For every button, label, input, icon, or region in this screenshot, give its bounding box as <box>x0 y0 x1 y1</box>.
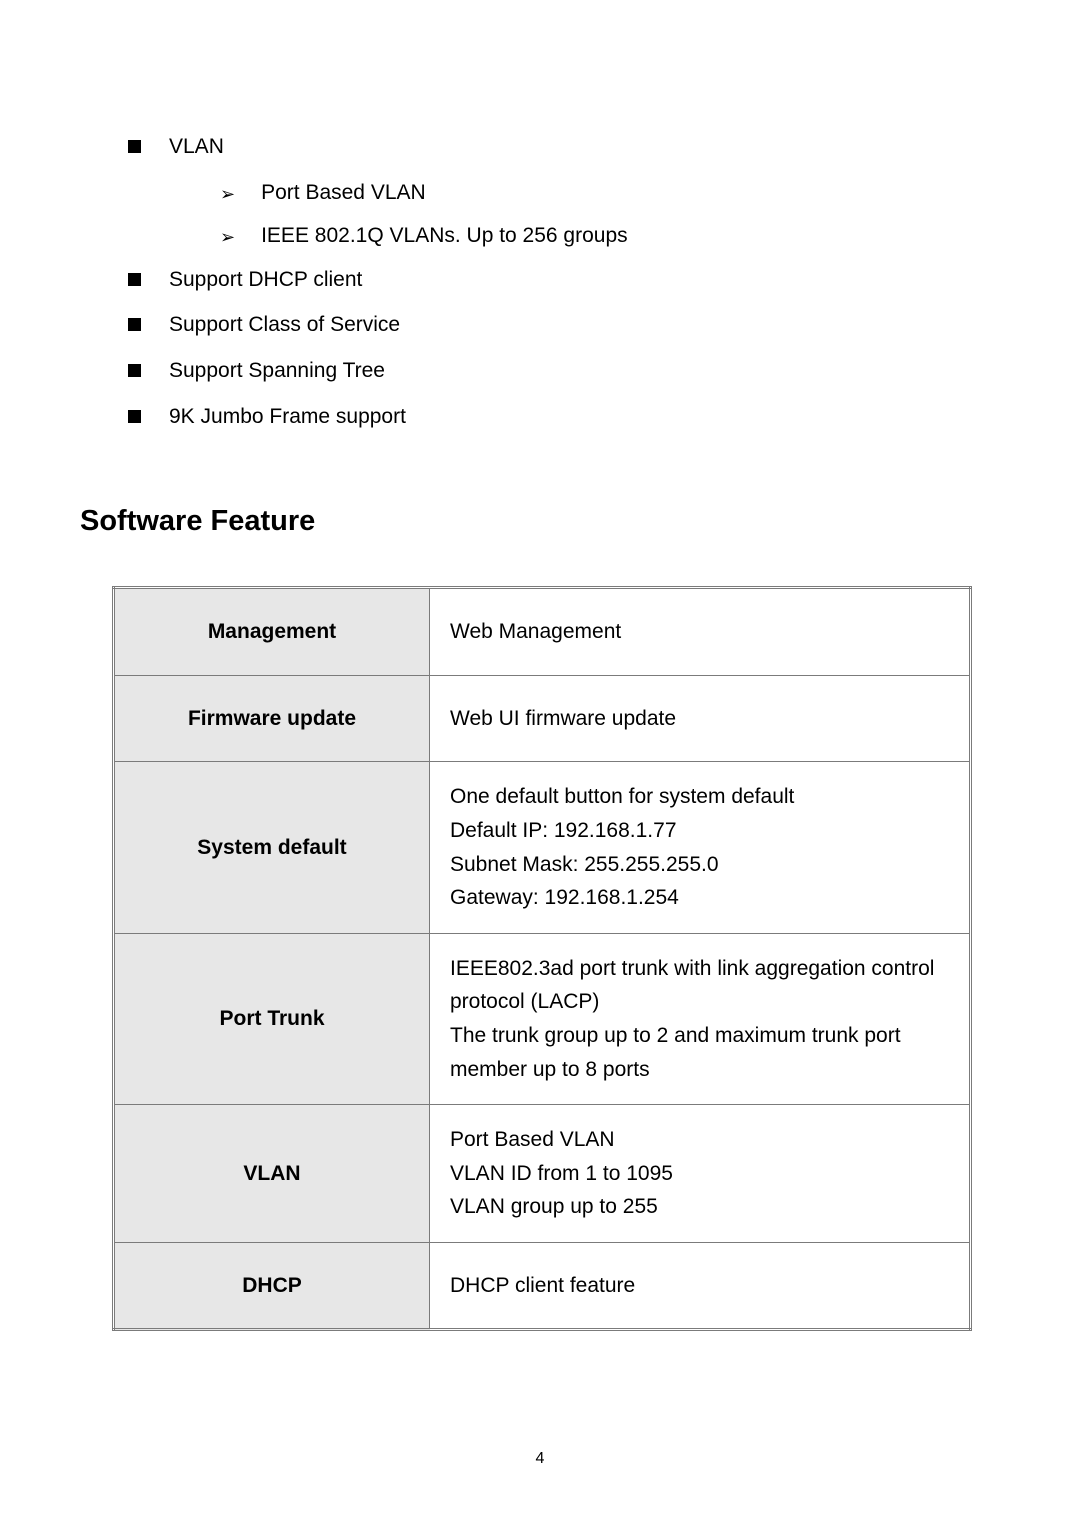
bullet-text: Support Spanning Tree <box>169 354 385 388</box>
table-label: Firmware update <box>114 675 430 762</box>
square-bullet-icon <box>128 140 141 153</box>
table-row: VLAN Port Based VLANVLAN ID from 1 to 10… <box>114 1105 971 1243</box>
table-value: IEEE802.3ad port trunk with link aggrega… <box>430 933 971 1104</box>
vlan-sublist: ➢ Port Based VLAN ➢ IEEE 802.1Q VLANs. U… <box>220 176 970 253</box>
square-bullet-icon <box>128 318 141 331</box>
table-value: DHCP client feature <box>430 1242 971 1330</box>
square-bullet-icon <box>128 273 141 286</box>
sub-item-8021q: ➢ IEEE 802.1Q VLANs. Up to 256 groups <box>220 219 970 253</box>
arrow-bullet-icon: ➢ <box>220 180 235 209</box>
bullet-list: VLAN ➢ Port Based VLAN ➢ IEEE 802.1Q VLA… <box>128 130 970 433</box>
table-value: Web UI firmware update <box>430 675 971 762</box>
page-content: VLAN ➢ Port Based VLAN ➢ IEEE 802.1Q VLA… <box>0 0 1080 1331</box>
bullet-dhcp-client: Support DHCP client <box>128 263 970 297</box>
table-value: One default button for system defaultDef… <box>430 762 971 933</box>
table-body: Management Web Management Firmware updat… <box>114 588 971 1330</box>
table-value: Port Based VLANVLAN ID from 1 to 1095VLA… <box>430 1105 971 1243</box>
sub-item-port-based: ➢ Port Based VLAN <box>220 176 970 210</box>
sub-item-text: Port Based VLAN <box>261 176 426 210</box>
software-feature-table: Management Web Management Firmware updat… <box>112 586 972 1331</box>
table-label: System default <box>114 762 430 933</box>
bullet-text: 9K Jumbo Frame support <box>169 400 406 434</box>
table-label: VLAN <box>114 1105 430 1243</box>
sub-item-text: IEEE 802.1Q VLANs. Up to 256 groups <box>261 219 628 253</box>
bullet-jumbo-frame: 9K Jumbo Frame support <box>128 400 970 434</box>
table-label: Management <box>114 588 430 676</box>
square-bullet-icon <box>128 410 141 423</box>
section-heading: Software Feature <box>80 505 970 538</box>
table-label: Port Trunk <box>114 933 430 1104</box>
bullet-spanning-tree: Support Spanning Tree <box>128 354 970 388</box>
table-row: Port Trunk IEEE802.3ad port trunk with l… <box>114 933 971 1104</box>
bullet-vlan: VLAN <box>128 130 970 164</box>
table-row: Management Web Management <box>114 588 971 676</box>
page-number: 4 <box>0 1450 1080 1468</box>
table-row: DHCP DHCP client feature <box>114 1242 971 1330</box>
table-value: Web Management <box>430 588 971 676</box>
bullet-cos: Support Class of Service <box>128 308 970 342</box>
arrow-bullet-icon: ➢ <box>220 223 235 252</box>
table-row: System default One default button for sy… <box>114 762 971 933</box>
table-label: DHCP <box>114 1242 430 1330</box>
square-bullet-icon <box>128 364 141 377</box>
table-row: Firmware update Web UI firmware update <box>114 675 971 762</box>
bullet-text: Support DHCP client <box>169 263 362 297</box>
bullet-text: Support Class of Service <box>169 308 400 342</box>
bullet-text: VLAN <box>169 130 224 164</box>
